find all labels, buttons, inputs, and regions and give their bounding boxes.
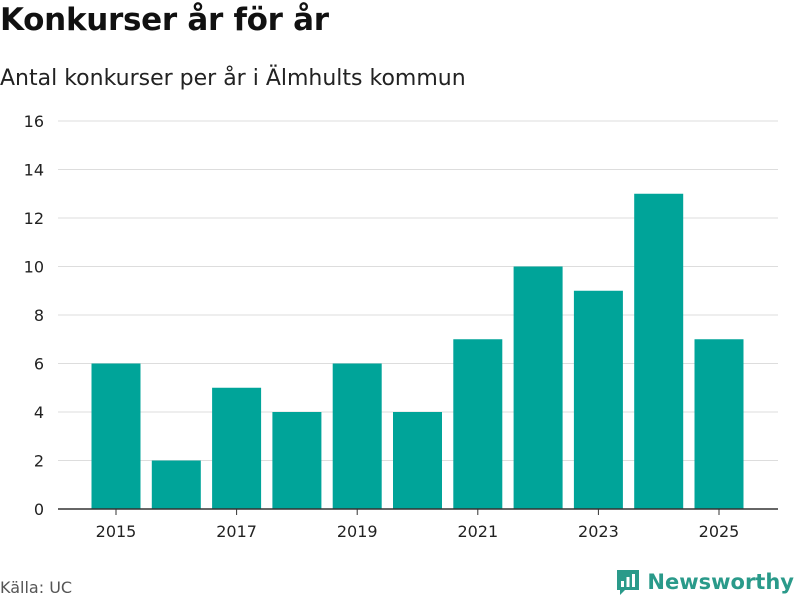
y-axis-ticks: 0 2 4 6 8 10 12 14 16 xyxy=(24,112,44,519)
x-tick-label: 2025 xyxy=(699,522,740,541)
bars xyxy=(91,193,744,509)
brand-name: Newsworthy xyxy=(647,570,794,594)
bar-2023 xyxy=(573,290,623,509)
x-tick-label: 2021 xyxy=(457,522,498,541)
brand-logo: Newsworthy xyxy=(615,568,794,596)
bar-2017 xyxy=(212,387,262,509)
x-tick-label: 2015 xyxy=(96,522,137,541)
bar-2015 xyxy=(91,363,141,509)
bar-2022 xyxy=(513,266,563,509)
y-tick-label: 4 xyxy=(34,403,44,422)
bar-2024 xyxy=(634,193,684,509)
bar-2018 xyxy=(272,412,322,509)
newsworthy-logo-icon xyxy=(617,570,640,595)
source-note: Källa: UC xyxy=(0,578,73,597)
x-axis-ticks: 2015 2017 2019 2021 2023 2025 xyxy=(96,509,740,541)
bar-2021 xyxy=(453,339,503,509)
x-tick-label: 2017 xyxy=(216,522,257,541)
y-tick-label: 14 xyxy=(24,161,44,180)
bar-chart: 0 2 4 6 8 10 12 14 16 2015 2017 2019 2021 2023 2025 xyxy=(24,112,778,541)
x-tick-label: 2023 xyxy=(578,522,619,541)
bar-2025 xyxy=(694,339,744,509)
bar-2019 xyxy=(332,363,382,509)
chart-title: Konkurser år för år xyxy=(0,2,329,38)
x-tick-label: 2019 xyxy=(337,522,378,541)
y-tick-label: 8 xyxy=(34,306,44,325)
bar-2020 xyxy=(393,412,442,509)
y-tick-label: 0 xyxy=(34,500,44,519)
bar-2016 xyxy=(151,460,201,509)
y-tick-label: 2 xyxy=(34,452,44,471)
y-tick-label: 6 xyxy=(34,355,44,374)
y-tick-label: 16 xyxy=(24,112,44,131)
chart-subtitle: Antal konkurser per år i Älmhults kommun xyxy=(0,66,466,91)
y-tick-label: 10 xyxy=(24,258,44,277)
y-tick-label: 12 xyxy=(24,209,44,228)
